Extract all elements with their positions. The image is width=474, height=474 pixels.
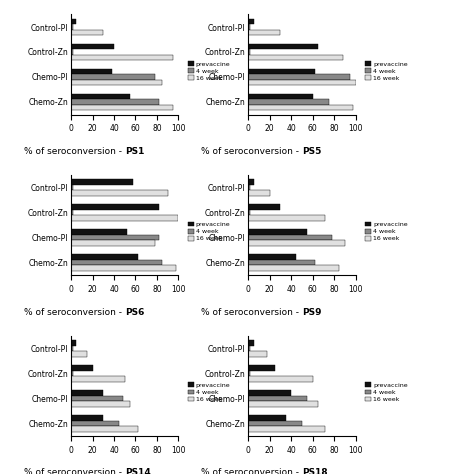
Bar [71, 19, 76, 24]
Bar [71, 185, 73, 191]
Bar [248, 44, 318, 49]
Bar [248, 55, 343, 60]
Bar [71, 265, 176, 271]
Text: % of seroconversion -: % of seroconversion - [201, 147, 302, 156]
Bar [71, 94, 130, 99]
Bar [71, 390, 103, 396]
Bar [71, 426, 137, 431]
Bar [248, 229, 307, 235]
Bar [248, 376, 312, 382]
Bar [71, 49, 73, 55]
Bar [71, 69, 112, 74]
Bar [248, 105, 353, 110]
Text: % of seroconversion -: % of seroconversion - [24, 308, 125, 317]
Bar [248, 94, 312, 99]
Legend: prevaccine, 4 week, 16 week: prevaccine, 4 week, 16 week [188, 60, 231, 82]
Legend: prevaccine, 4 week, 16 week: prevaccine, 4 week, 16 week [188, 221, 231, 242]
Text: % of seroconversion -: % of seroconversion - [24, 468, 125, 474]
Bar [71, 24, 73, 30]
Bar [248, 426, 326, 431]
Bar [71, 80, 162, 85]
Bar [248, 69, 315, 74]
Bar [71, 74, 155, 80]
Text: PS1: PS1 [125, 147, 144, 156]
Bar [71, 346, 73, 351]
Bar [71, 351, 87, 356]
Bar [248, 80, 356, 85]
Bar [71, 191, 168, 196]
Bar [71, 229, 127, 235]
Legend: prevaccine, 4 week, 16 week: prevaccine, 4 week, 16 week [365, 221, 408, 242]
Text: % of seroconversion -: % of seroconversion - [24, 147, 125, 156]
Bar [248, 191, 270, 196]
Bar [248, 351, 267, 356]
Bar [248, 340, 254, 346]
Text: PS14: PS14 [125, 468, 151, 474]
Bar [248, 204, 281, 210]
Legend: prevaccine, 4 week, 16 week: prevaccine, 4 week, 16 week [365, 382, 408, 403]
Text: PS9: PS9 [302, 308, 321, 317]
Bar [248, 210, 250, 215]
Text: PS18: PS18 [302, 468, 328, 474]
Bar [248, 30, 281, 35]
Bar [248, 185, 250, 191]
Bar [71, 396, 123, 401]
Text: % of seroconversion -: % of seroconversion - [201, 468, 302, 474]
Bar [248, 240, 345, 246]
Bar [248, 371, 250, 376]
Bar [71, 376, 125, 382]
Bar [71, 204, 159, 210]
Bar [71, 215, 178, 221]
Bar [248, 74, 350, 80]
Bar [71, 415, 103, 420]
Bar [71, 235, 159, 240]
Bar [71, 99, 159, 105]
Bar [248, 180, 254, 185]
Bar [71, 420, 119, 426]
Bar [71, 340, 76, 346]
Bar [248, 265, 339, 271]
Text: % of seroconversion -: % of seroconversion - [201, 308, 302, 317]
Legend: prevaccine, 4 week, 16 week: prevaccine, 4 week, 16 week [365, 60, 408, 82]
Bar [248, 401, 318, 407]
Bar [248, 415, 286, 420]
Bar [248, 49, 250, 55]
Bar [71, 255, 137, 260]
Bar [248, 24, 250, 30]
Text: PS6: PS6 [125, 308, 144, 317]
Bar [248, 255, 296, 260]
Legend: prevaccine, 4 week, 16 week: prevaccine, 4 week, 16 week [188, 382, 231, 403]
Bar [71, 180, 133, 185]
Bar [248, 99, 328, 105]
Bar [248, 260, 315, 265]
Bar [248, 396, 307, 401]
Bar [248, 365, 275, 371]
Bar [71, 30, 103, 35]
Bar [248, 346, 250, 351]
Bar [248, 390, 291, 396]
Bar [248, 235, 332, 240]
Bar [71, 44, 114, 49]
Bar [248, 420, 302, 426]
Bar [248, 215, 326, 221]
Bar [248, 19, 254, 24]
Bar [71, 105, 173, 110]
Bar [71, 260, 162, 265]
Bar [71, 210, 73, 215]
Bar [71, 365, 92, 371]
Bar [71, 371, 73, 376]
Text: PS5: PS5 [302, 147, 321, 156]
Bar [71, 55, 173, 60]
Bar [71, 401, 130, 407]
Bar [71, 240, 155, 246]
